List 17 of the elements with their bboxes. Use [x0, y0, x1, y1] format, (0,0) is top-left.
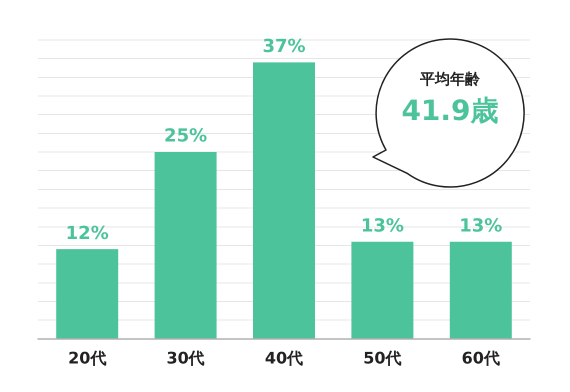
x-tick-label: 60代 [462, 348, 500, 368]
annotation: 41.9歳 [401, 93, 499, 129]
data-label: 13% [360, 215, 404, 236]
x-tick-label: 50代 [363, 348, 402, 368]
bar [351, 242, 414, 338]
x-tick-label: 30代 [166, 348, 205, 368]
bar [450, 242, 512, 338]
bar [56, 249, 118, 338]
bar [154, 152, 217, 338]
data-label: 37% [262, 36, 306, 58]
x-tick-label: 20代 [68, 348, 106, 368]
data-label: 13% [459, 215, 502, 236]
data-label: 25% [164, 126, 208, 147]
data-label: 12% [66, 222, 109, 244]
annotation: 平均年齢 [420, 70, 480, 89]
bar [253, 62, 315, 338]
x-tick-label: 40代 [264, 348, 304, 368]
